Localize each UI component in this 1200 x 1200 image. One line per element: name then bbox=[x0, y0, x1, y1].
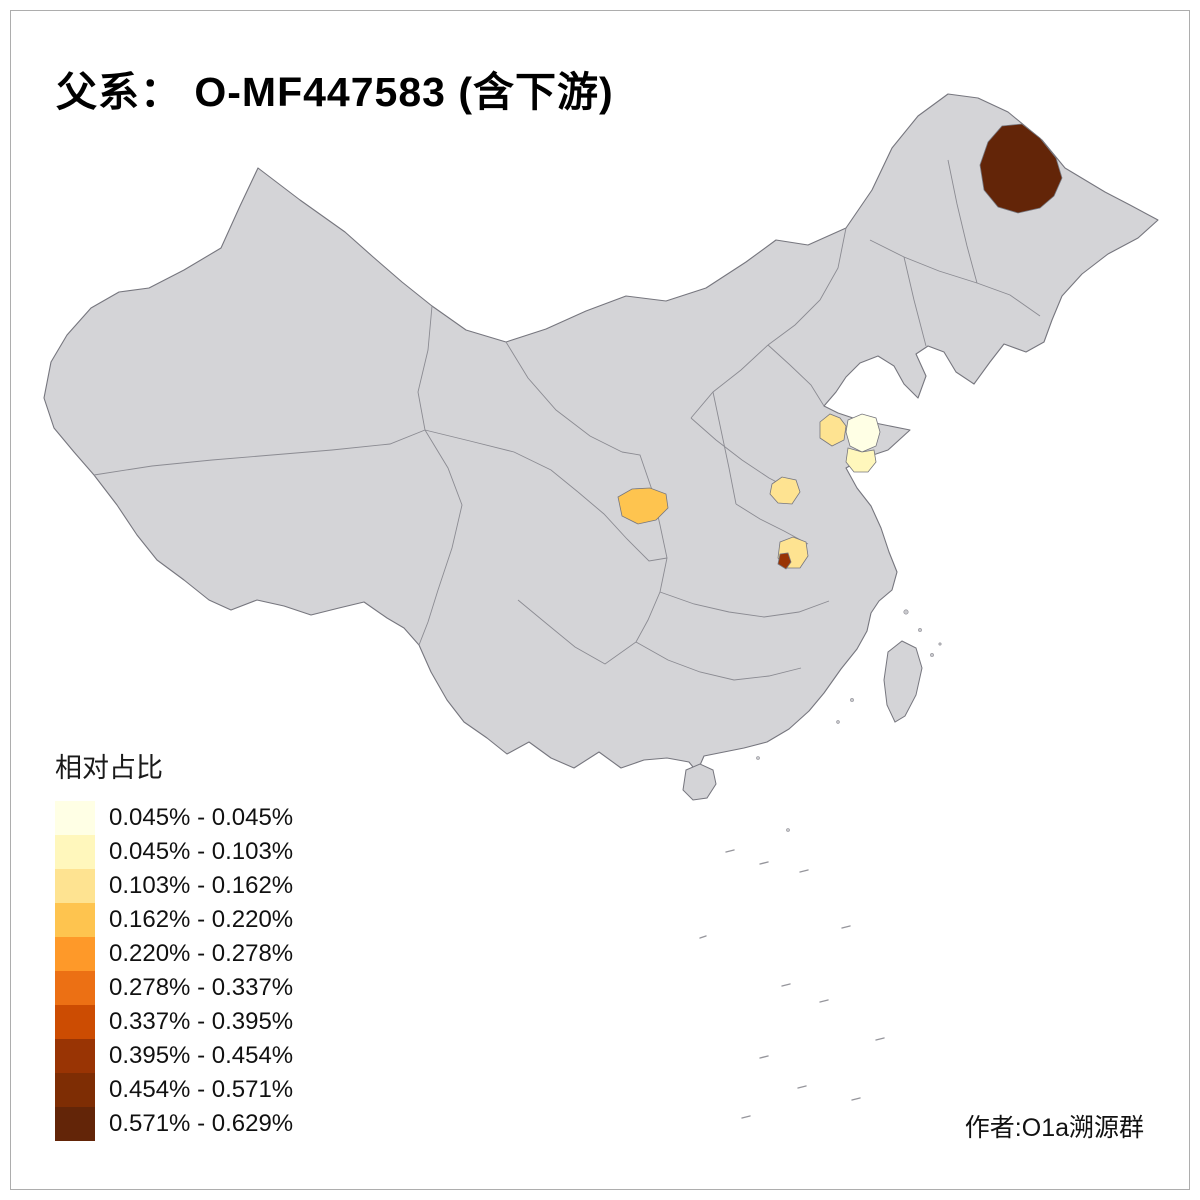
legend-swatch bbox=[55, 971, 95, 1005]
south-china-sea-islands bbox=[699, 849, 885, 1119]
legend-row: 0.162% - 0.220% bbox=[55, 903, 293, 937]
legend-swatch bbox=[55, 1005, 95, 1039]
legend-row: 0.045% - 0.045% bbox=[55, 801, 293, 835]
legend-row: 0.045% - 0.103% bbox=[55, 835, 293, 869]
legend-swatch bbox=[55, 1073, 95, 1107]
region-shaanxi-south bbox=[617, 487, 669, 525]
author-credit: 作者:O1a溯源群 bbox=[964, 1114, 1144, 1142]
legend-swatch bbox=[55, 903, 95, 937]
legend-row: 0.571% - 0.629% bbox=[55, 1107, 293, 1141]
region-shandong-west bbox=[819, 413, 847, 447]
legend-swatch bbox=[55, 1107, 95, 1141]
legend-swatch bbox=[55, 1039, 95, 1073]
coastal-islets bbox=[756, 609, 942, 832]
legend-title: 相对占比 bbox=[55, 753, 163, 783]
region-shandong-central-pale bbox=[845, 413, 881, 453]
region-shandong-south bbox=[845, 447, 877, 473]
province-boundaries bbox=[93, 159, 1041, 681]
hainan-island bbox=[682, 763, 717, 801]
legend-label: 0.571% - 0.629% bbox=[109, 1110, 294, 1137]
legend-label: 0.103% - 0.162% bbox=[109, 872, 294, 899]
legend-label: 0.045% - 0.103% bbox=[109, 838, 294, 865]
legend-row: 0.337% - 0.395% bbox=[55, 1005, 293, 1039]
legend-label: 0.220% - 0.278% bbox=[109, 940, 294, 967]
legend-swatch bbox=[55, 835, 95, 869]
legend-row: 0.395% - 0.454% bbox=[55, 1039, 293, 1073]
legend-swatch bbox=[55, 801, 95, 835]
legend-row: 0.103% - 0.162% bbox=[55, 869, 293, 903]
highlighted-regions bbox=[617, 123, 1063, 570]
legend-label: 0.454% - 0.571% bbox=[109, 1076, 294, 1103]
region-henan bbox=[769, 476, 801, 505]
legend-row: 0.454% - 0.571% bbox=[55, 1073, 293, 1107]
legend-swatch bbox=[55, 869, 95, 903]
legend-label: 0.162% - 0.220% bbox=[109, 906, 294, 933]
legend-label: 0.337% - 0.395% bbox=[109, 1008, 294, 1035]
legend-label: 0.045% - 0.045% bbox=[109, 804, 294, 831]
legend-row: 0.220% - 0.278% bbox=[55, 937, 293, 971]
china-mainland bbox=[43, 93, 1159, 773]
legend-swatch bbox=[55, 937, 95, 971]
taiwan-island bbox=[883, 640, 923, 723]
legend: 相对占比 0.045% - 0.045% 0.045% - 0.103% 0.103… bbox=[55, 746, 293, 1141]
legend-row: 0.278% - 0.337% bbox=[55, 971, 293, 1005]
region-northeast-heilongjiang bbox=[979, 123, 1063, 214]
page-title: 父系： O-MF447583 (含下游) bbox=[56, 69, 614, 115]
legend-label: 0.395% - 0.454% bbox=[109, 1042, 294, 1069]
region-hubei-dark-spot bbox=[777, 552, 792, 570]
legend-label: 0.278% - 0.337% bbox=[109, 974, 294, 1001]
legend-entries: 0.045% - 0.045% 0.045% - 0.103% 0.103% - 0… bbox=[55, 801, 293, 1141]
